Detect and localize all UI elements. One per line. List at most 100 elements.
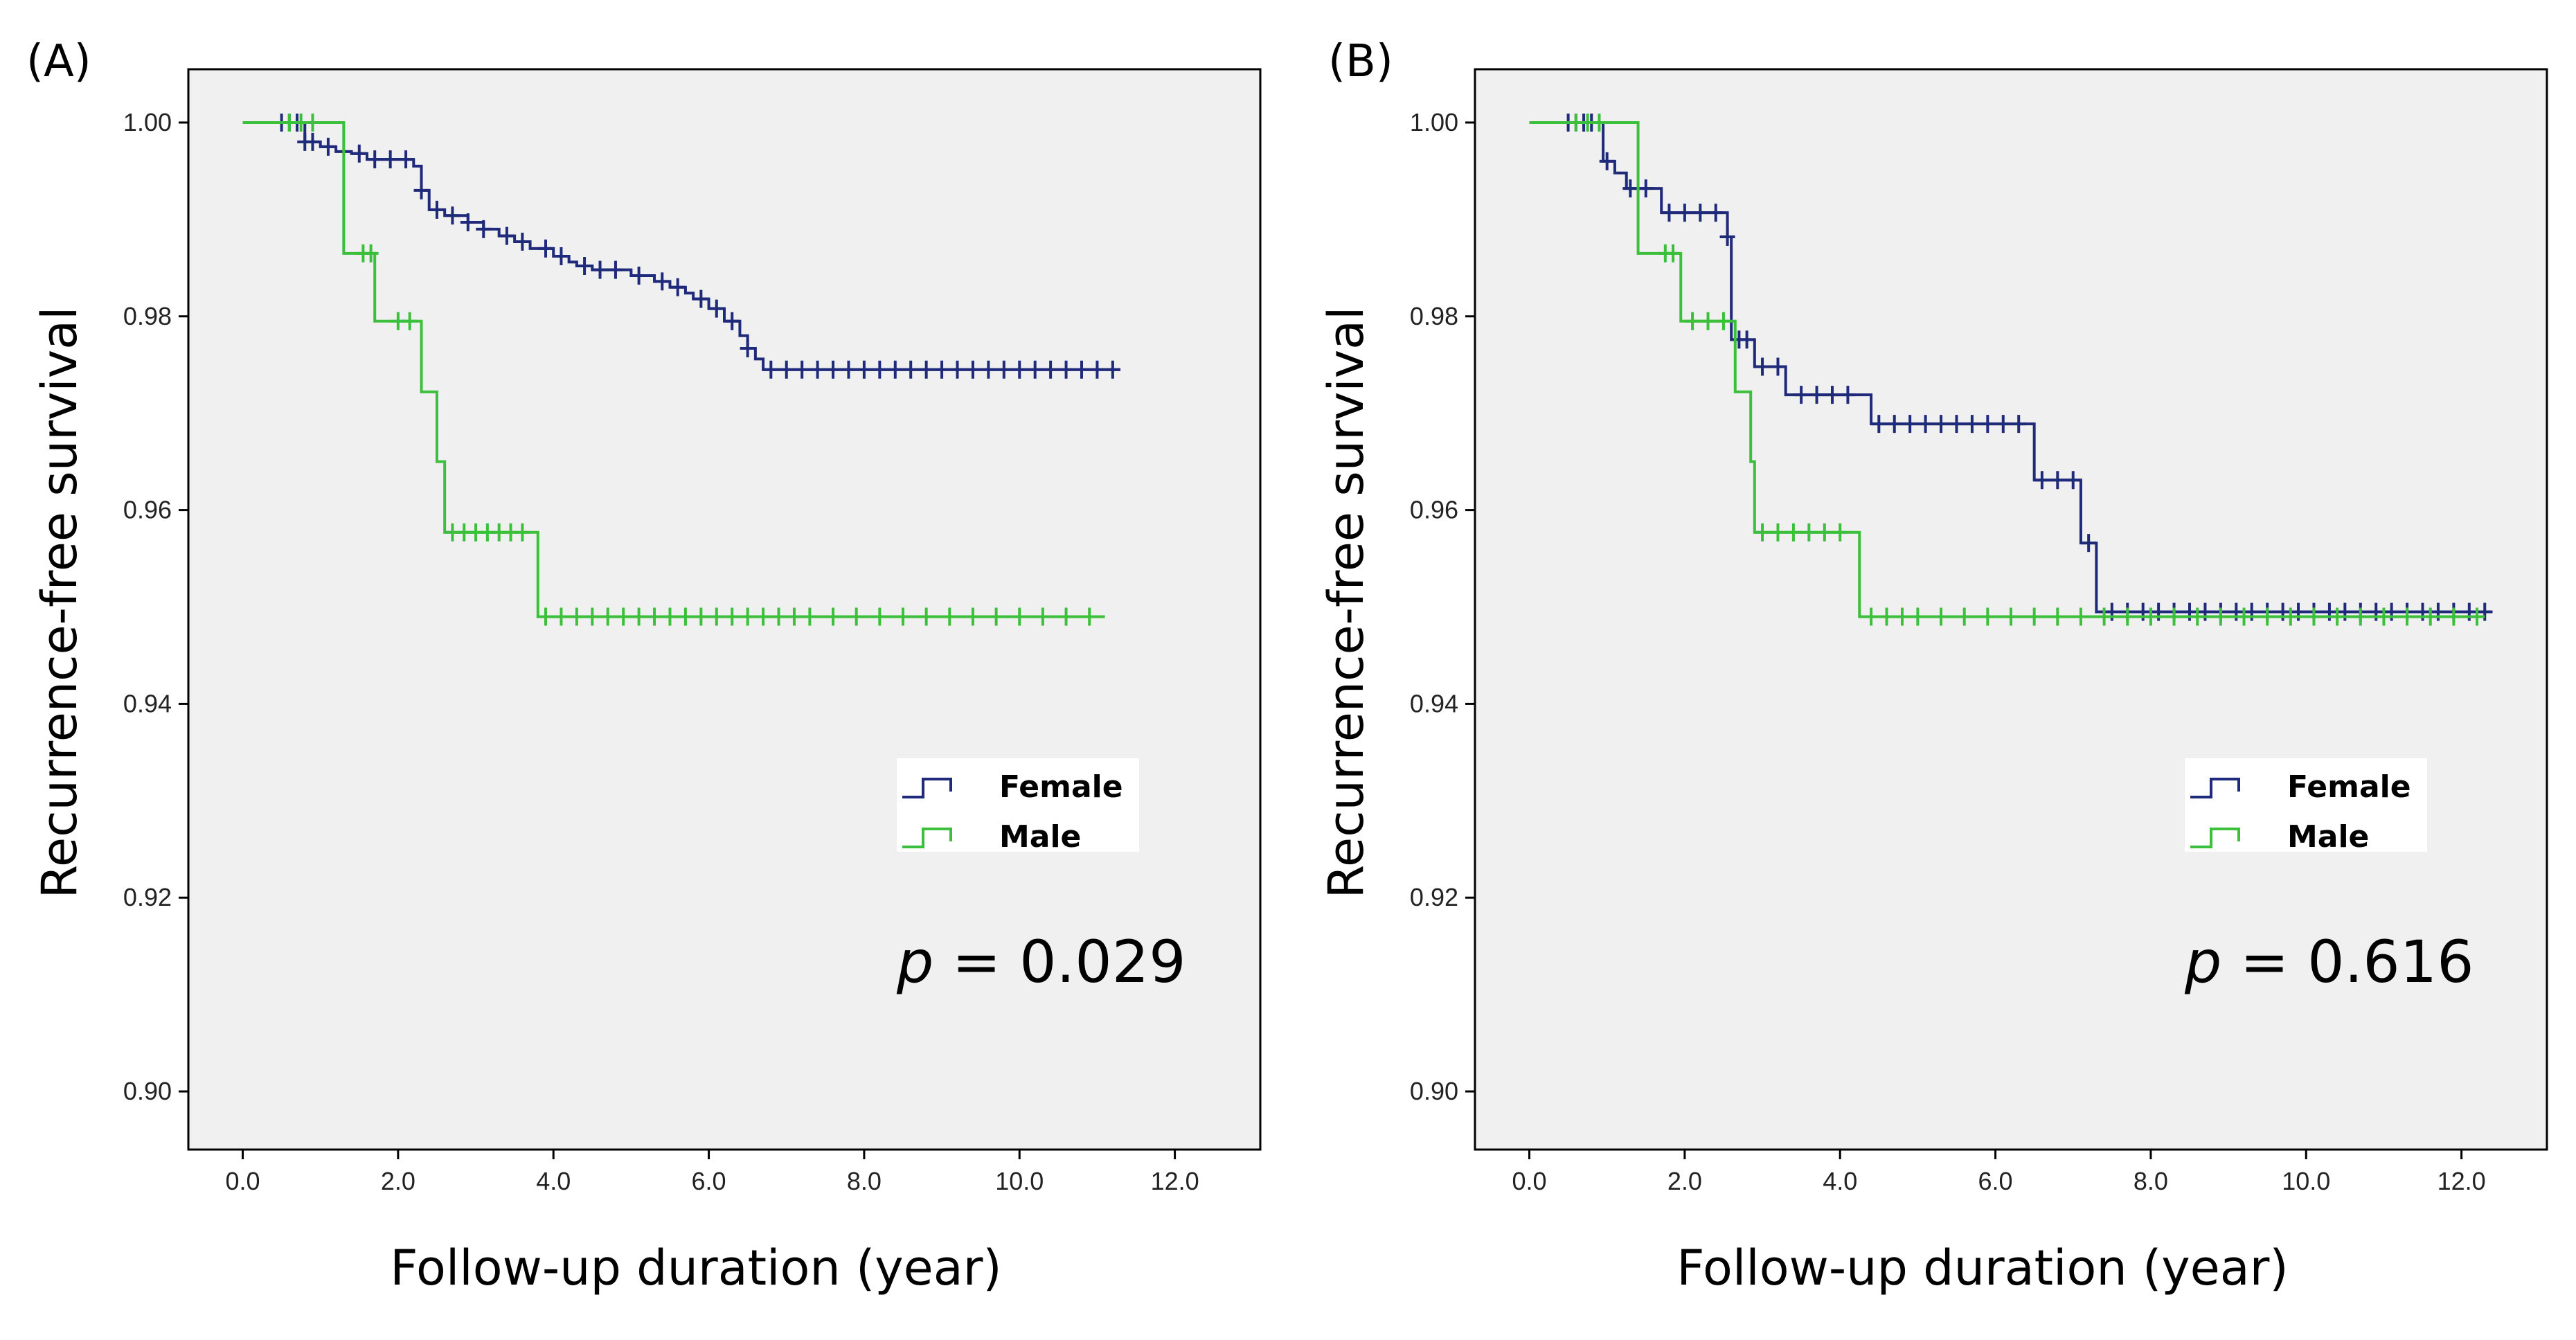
legend-box xyxy=(897,758,1139,852)
censor-mark xyxy=(670,278,686,296)
censor-mark xyxy=(1591,113,1607,132)
censor-mark xyxy=(1661,204,1677,222)
censor-mark xyxy=(1980,607,1996,626)
censor-mark xyxy=(2376,607,2392,626)
censor-mark xyxy=(2260,607,2275,626)
censor-mark xyxy=(1770,523,1786,542)
p-symbol: p xyxy=(896,928,933,996)
legend: Female Male xyxy=(2185,758,2427,855)
censor-mark xyxy=(616,607,632,626)
censor-mark xyxy=(2143,607,2158,626)
censor-mark xyxy=(460,213,476,232)
censor-mark xyxy=(2050,471,2066,490)
legend-label-female: Female xyxy=(999,769,1123,805)
censor-mark xyxy=(903,360,919,379)
censor-mark xyxy=(841,360,857,379)
censor-mark xyxy=(1012,607,1028,626)
censor-mark xyxy=(402,312,418,330)
censor-mark xyxy=(1599,152,1615,170)
censor-mark xyxy=(2422,607,2438,626)
censor-mark xyxy=(592,260,608,279)
censor-mark xyxy=(771,607,787,626)
censor-mark xyxy=(367,150,383,169)
censor-mark xyxy=(476,220,492,238)
censor-mark xyxy=(2329,607,2345,626)
x-tick-label: 12.0 xyxy=(1151,1167,1199,1195)
censor-mark xyxy=(2026,607,2042,626)
censor-mark xyxy=(1692,204,1708,222)
y-tick-label: 0.92 xyxy=(1410,883,1458,911)
censor-mark xyxy=(413,181,429,199)
x-tick-label: 4.0 xyxy=(536,1167,571,1195)
censor-mark xyxy=(577,257,593,276)
censor-mark xyxy=(1685,312,1701,330)
censor-mark xyxy=(872,607,888,626)
censor-mark xyxy=(1816,523,1832,542)
censor-mark xyxy=(1027,360,1043,379)
plot-area xyxy=(187,68,1262,1151)
censor-mark xyxy=(1739,330,1755,349)
censor-mark xyxy=(825,607,841,626)
censor-mark xyxy=(538,239,553,258)
censor-mark xyxy=(1840,386,1856,404)
censor-mark xyxy=(996,360,1012,379)
legend-swatch xyxy=(2190,828,2240,848)
y-tick-label: 0.98 xyxy=(1410,302,1458,330)
censor-mark xyxy=(429,200,445,219)
censor-mark xyxy=(1871,415,1887,434)
censor-mark xyxy=(2190,607,2206,626)
censor-mark xyxy=(2236,607,2252,626)
legend-label-female: Female xyxy=(2287,769,2411,805)
censor-mark xyxy=(600,607,616,626)
p-value-text: = 0.029 xyxy=(933,928,1186,996)
censor-mark xyxy=(1879,607,1895,626)
censor-mark xyxy=(988,607,1004,626)
x-tick-label: 0.0 xyxy=(1512,1167,1546,1195)
censor-mark xyxy=(677,607,693,626)
x-tick-label: 6.0 xyxy=(1978,1167,2013,1195)
censor-mark xyxy=(934,360,950,379)
censor-mark xyxy=(2352,607,2368,626)
censor-mark xyxy=(918,360,934,379)
censor-mark xyxy=(2469,607,2485,626)
censor-mark xyxy=(1933,607,1949,626)
panel-a: (A) 0.90 0.92 0.94 0.96 0.98 1.00 0.0 2.0 4.0 6.0 8… xyxy=(26,36,1262,1296)
y-tick-label: 0.96 xyxy=(123,496,172,524)
censor-mark xyxy=(1917,415,1933,434)
panel-label: (A) xyxy=(26,36,91,87)
survival-step-line xyxy=(242,120,1121,371)
censor-mark xyxy=(965,360,981,379)
x-tick-label: 10.0 xyxy=(2282,1167,2330,1195)
censor-mark xyxy=(1719,228,1735,247)
censor-mark xyxy=(778,360,794,379)
censor-mark xyxy=(1074,360,1089,379)
censor-mark xyxy=(320,137,336,156)
censor-mark xyxy=(1794,386,1809,404)
x-axis-title: Follow-up duration (year) xyxy=(390,1240,1001,1296)
y-tick-label: 0.94 xyxy=(1410,689,1458,717)
censor-mark xyxy=(1715,312,1731,330)
censor-mark xyxy=(631,267,647,285)
censor-mark xyxy=(1863,607,1879,626)
x-axis-title: Follow-up duration (year) xyxy=(1676,1240,2288,1296)
legend-swatch xyxy=(2190,778,2240,798)
censor-mark xyxy=(2034,471,2050,490)
censor-mark xyxy=(1949,415,1965,434)
censor-mark xyxy=(499,226,515,245)
x-tick-label: 10.0 xyxy=(995,1167,1044,1195)
censor-mark xyxy=(1809,386,1825,404)
censor-mark xyxy=(2212,607,2228,626)
censor-mark xyxy=(825,360,841,379)
censor-mark xyxy=(2073,607,2088,626)
censor-mark xyxy=(515,233,530,251)
censor-mark xyxy=(1964,415,1980,434)
censor-mark xyxy=(848,607,864,626)
censor-mark xyxy=(2282,607,2298,626)
censor-mark xyxy=(2011,415,2027,434)
panel-b: (B) 0.90 0.92 0.94 0.96 0.98 1.00 0.0 2.0 4.0 6.0 8… xyxy=(1318,36,2548,1296)
censor-mark xyxy=(607,260,623,279)
censor-mark xyxy=(2399,607,2415,626)
p-value-text: = 0.616 xyxy=(2221,928,2474,996)
y-tick-label: 0.96 xyxy=(1410,496,1458,524)
